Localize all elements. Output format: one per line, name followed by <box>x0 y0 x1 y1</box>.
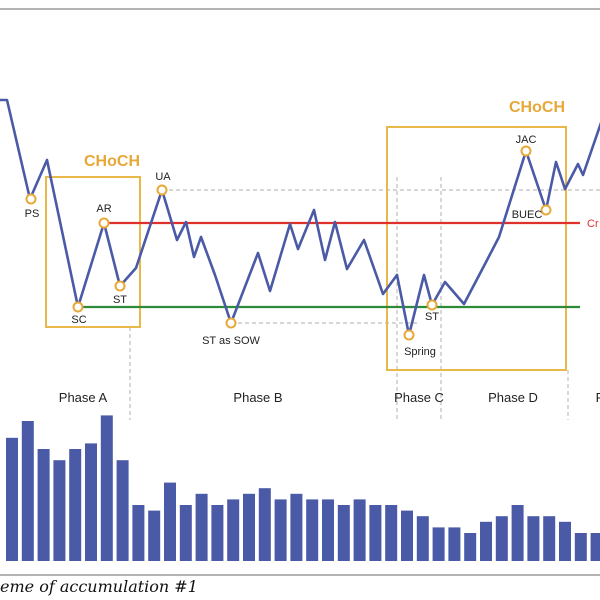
volume-bar-12 <box>195 493 208 561</box>
phase-label-0: Phase A <box>59 390 108 405</box>
volume-bar-20 <box>322 499 334 561</box>
volume-bar-24 <box>385 505 398 561</box>
volume-bar-17 <box>274 499 287 561</box>
volume-bar-15 <box>243 493 255 561</box>
volume-bar-29 <box>464 533 477 561</box>
figure-caption: eme of accumulation #1 <box>0 577 198 596</box>
volume-bar-21 <box>337 505 350 561</box>
event-marker-ar <box>98 217 110 229</box>
event-label-st: ST <box>425 311 439 323</box>
event-label-st-as-sow: ST as SOW <box>202 335 260 347</box>
event-label-st: ST <box>113 294 127 306</box>
volume-bar-6 <box>100 415 113 561</box>
volume-bar-7 <box>116 460 129 561</box>
phase-label-3: Phase D <box>488 390 538 405</box>
volume-bar-1 <box>21 421 34 561</box>
phase-labels: Phase A Phase B Phase C Phase D P <box>59 390 600 405</box>
volume-bar-35 <box>559 521 571 561</box>
volume-bars <box>6 415 600 561</box>
volume-bar-4 <box>69 449 82 561</box>
choch-box-1 <box>386 126 567 371</box>
event-marker-sc <box>72 301 84 313</box>
event-marker-st-as-sow <box>225 317 237 329</box>
dashed-guides <box>129 177 600 420</box>
volume-bar-11 <box>179 505 192 561</box>
event-label-buec: BUEC <box>512 209 543 221</box>
volume-bar-25 <box>401 510 413 561</box>
volume-bar-28 <box>448 527 461 561</box>
choch-boxes: CHoCH CHoCH <box>45 99 567 371</box>
volume-bar-16 <box>258 488 271 561</box>
volume-bar-27 <box>432 527 445 561</box>
phase-label-1: Phase B <box>233 390 282 405</box>
volume-bar-36 <box>574 533 587 561</box>
volume-bar-26 <box>416 516 429 561</box>
event-markers: PS SC AR ST UA ST as SOW Spring ST JAC BUEC <box>25 134 552 358</box>
volume-bar-8 <box>132 505 145 561</box>
volume-bar-10 <box>164 482 176 561</box>
volume-bar-30 <box>480 521 492 561</box>
level-lines: Cr <box>78 218 599 309</box>
resistance-label: Cr <box>587 218 599 230</box>
volume-bar-5 <box>85 443 97 561</box>
event-marker-buec <box>540 204 552 216</box>
volume-bar-18 <box>290 493 303 561</box>
volume-bar-3 <box>53 460 66 561</box>
event-marker-jac <box>520 145 532 157</box>
volume-bar-14 <box>227 499 240 561</box>
price-line <box>0 98 600 337</box>
volume-bar-32 <box>511 505 524 561</box>
event-label-ar: AR <box>96 203 111 215</box>
volume-bar-9 <box>148 510 161 561</box>
event-marker-ua <box>156 184 168 196</box>
choch-label-1: CHoCH <box>509 99 565 116</box>
volume-bar-33 <box>527 516 540 561</box>
event-marker-spring <box>403 329 415 341</box>
volume-bar-13 <box>211 505 224 561</box>
event-label-jac: JAC <box>516 134 537 146</box>
event-marker-st <box>114 280 126 292</box>
event-label-ps: PS <box>25 208 40 220</box>
phase-label-2: Phase C <box>394 390 444 405</box>
volume-bar-23 <box>369 505 382 561</box>
volume-bar-22 <box>353 499 366 561</box>
volume-bar-0 <box>6 437 18 561</box>
volume-bar-31 <box>495 516 508 561</box>
event-label-spring: Spring <box>404 346 436 358</box>
event-label-ua: UA <box>155 171 171 183</box>
phase-label-4: P <box>596 390 600 405</box>
event-marker-ps <box>25 193 37 205</box>
choch-label-0: CHoCH <box>84 153 140 170</box>
volume-bar-34 <box>543 516 556 561</box>
volume-bar-2 <box>37 449 50 561</box>
price-series <box>0 98 600 337</box>
volume-bar-19 <box>306 499 319 561</box>
event-label-sc: SC <box>71 314 86 326</box>
event-marker-st <box>426 299 438 311</box>
volume-bar-37 <box>590 533 600 561</box>
